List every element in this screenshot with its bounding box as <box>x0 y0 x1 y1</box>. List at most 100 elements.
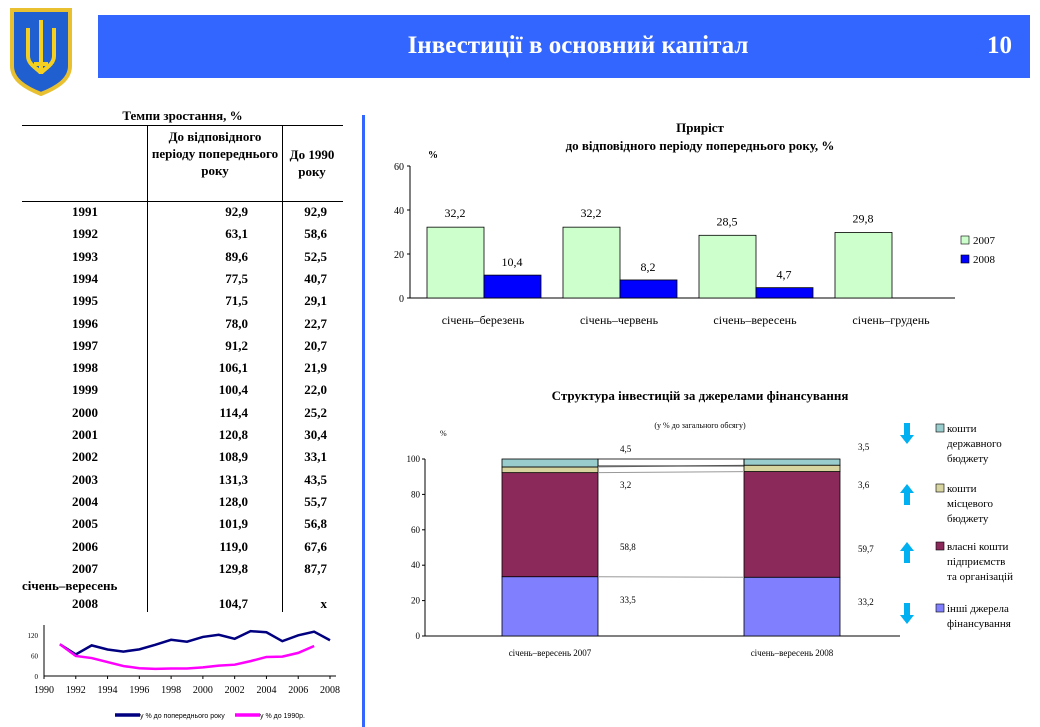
y-tick-label: 40 <box>394 206 404 217</box>
row-1990: 25,2 <box>304 404 327 420</box>
row-year: 1999 <box>72 382 98 398</box>
legend-label: 2008 <box>973 254 996 266</box>
row-1990: 21,9 <box>304 360 327 376</box>
x-tick-label: 2008 <box>320 685 340 696</box>
x-tick-label: 2000 <box>193 685 213 696</box>
row-year: 1994 <box>72 270 98 286</box>
row-1990: 40,7 <box>304 270 327 286</box>
row-year: 1995 <box>72 293 98 309</box>
data-label: 10,4 <box>502 255 523 269</box>
growth-bar-chart: Приріст до відповідного періоду попереднь… <box>394 120 996 327</box>
data-label: 33,2 <box>858 597 874 607</box>
row-prev-year: 101,9 <box>218 516 248 532</box>
table-title: Темпи зростання, % <box>122 108 243 123</box>
table-rule <box>22 125 343 126</box>
table-divider <box>147 125 148 612</box>
legend-swatch <box>935 603 945 613</box>
legend-swatch <box>935 541 945 551</box>
bar-2008 <box>755 287 814 299</box>
legend-label: у % до попереднього року <box>140 713 225 720</box>
row-1990: 20,7 <box>304 337 327 353</box>
y-axis-label: % <box>428 150 438 161</box>
x-tick-label: січень–вересень 2008 <box>751 648 834 658</box>
data-label: 32,2 <box>445 206 466 220</box>
row-year: 1998 <box>72 360 98 376</box>
row-year: 2005 <box>72 516 98 532</box>
legend-label: місцевого <box>947 498 994 510</box>
data-label: 58,8 <box>620 542 636 552</box>
x-tick-label: 2006 <box>288 685 308 696</box>
arrow-down-icon <box>900 603 914 624</box>
data-label: 59,7 <box>858 544 874 554</box>
row-1990: 92,9 <box>304 204 327 219</box>
stack-segment <box>501 466 599 474</box>
legend-swatch <box>935 483 945 493</box>
connector-line <box>597 576 745 578</box>
arrow-up-icon <box>900 542 914 563</box>
line-chart: 0 60 120 1990 1992 1994 1996 1998 2000 2002 2004 20… <box>28 625 340 720</box>
legend-label: та організацій <box>947 571 1013 583</box>
row-year: 1993 <box>72 248 98 264</box>
series-line-0 <box>59 629 331 656</box>
row-year: 2007 <box>72 560 98 576</box>
stack-segment <box>743 458 841 466</box>
row-prev-year: 129,8 <box>218 560 248 576</box>
legend-label: бюджету <box>947 453 989 465</box>
legend-swatch <box>960 235 970 245</box>
row-prev-year: 77,5 <box>225 270 248 286</box>
data-label: 32,2 <box>581 206 602 220</box>
stack-segment <box>743 576 841 637</box>
y-tick-label: 60 <box>31 653 39 661</box>
page-title: Інвестиції в основний капітал <box>407 32 749 59</box>
row-prev-year: 128,0 <box>218 493 248 509</box>
legend-label: фінансування <box>947 618 1011 630</box>
row-prev-year: 120,8 <box>218 427 248 442</box>
y-tick-label: 20 <box>394 250 404 261</box>
row-1990: 56,8 <box>304 516 327 532</box>
stack-segment <box>501 576 599 637</box>
x-tick-label: 1994 <box>98 685 118 696</box>
y-tick-label: 0 <box>416 631 421 641</box>
last-v2: x <box>320 596 328 611</box>
bar-2008 <box>483 274 542 299</box>
chart-subtitle: (у % до загального обсягу) <box>654 421 746 430</box>
x-tick-label: січень–вересень <box>713 313 797 327</box>
row-1990: 22,0 <box>304 382 327 398</box>
row-prev-year: 114,4 <box>219 404 248 420</box>
row-1990: 29,1 <box>304 293 327 309</box>
x-tick-label: 1990 <box>34 685 54 696</box>
connector-box <box>597 458 745 467</box>
data-label: 3,5 <box>858 442 870 452</box>
row-prev-year: 100,4 <box>218 382 248 398</box>
legend-label: кошти <box>947 423 977 435</box>
y-axis-label: % <box>440 429 447 438</box>
row-year: 1991 <box>72 204 98 219</box>
legend-swatch <box>960 254 970 264</box>
x-tick-label: січень–березень <box>442 313 525 327</box>
stack-segment <box>501 458 599 468</box>
row-year: 2003 <box>72 471 98 487</box>
x-tick-label: 1998 <box>161 685 181 696</box>
row-1990: 55,7 <box>304 493 327 509</box>
arrow-down-icon <box>900 423 914 444</box>
chart-subtitle: до відповідного періоду попереднього рок… <box>566 138 835 153</box>
x-tick-label: 1996 <box>129 685 149 696</box>
page-number: 10 <box>987 32 1012 59</box>
structure-chart: Структура інвестицій за джерелами фінанс… <box>407 388 1014 658</box>
legend-label: інші джерела <box>947 603 1009 615</box>
bar-2007 <box>562 226 621 299</box>
legend-label: бюджету <box>947 513 989 525</box>
y-tick-label: 40 <box>411 560 421 570</box>
row-1990: 87,7 <box>304 560 327 576</box>
row-prev-year: 131,3 <box>218 471 248 487</box>
row-1990: 33,1 <box>304 449 327 465</box>
row-prev-year: 71,5 <box>225 293 248 309</box>
legend-label: підприємств <box>947 556 1005 568</box>
data-label: 29,8 <box>853 211 874 225</box>
table-rule <box>22 201 343 202</box>
bar-2008 <box>619 279 678 299</box>
bar-2007 <box>426 226 485 299</box>
legend-label: кошти <box>947 483 977 495</box>
col-header-1990: До 1990 року <box>289 147 335 179</box>
arrow-up-icon <box>900 484 914 505</box>
